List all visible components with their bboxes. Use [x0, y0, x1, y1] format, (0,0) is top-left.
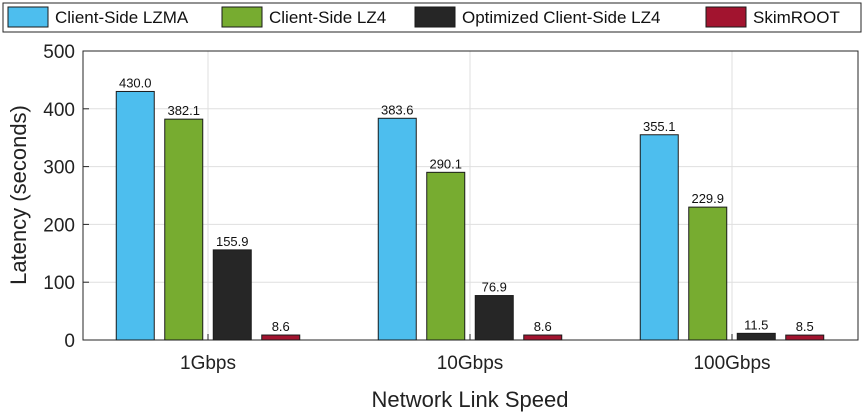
legend-label: Optimized Client-Side LZ4: [462, 8, 660, 27]
bar-skimroot-100gbps: [785, 334, 825, 341]
y-tick-label: 500: [43, 42, 75, 63]
bars: [115, 90, 825, 341]
legend-swatch: [221, 6, 263, 28]
bar-value-label: 8.6: [272, 319, 290, 334]
bar-client-side-lzma-1gbps: [115, 90, 155, 341]
bar-client-side-lzma-100gbps: [639, 134, 679, 341]
y-axis-title: Latency (seconds): [6, 105, 31, 285]
y-tick-label: 300: [43, 158, 75, 179]
y-axis-ticks: 0 100 200 300 400 500: [43, 42, 89, 352]
grid: [83, 51, 858, 340]
bar-optimized-client-side-lz4-1gbps: [212, 249, 252, 341]
bar-value-label: 383.6: [381, 102, 414, 117]
bar-value-label: 355.1: [643, 119, 676, 134]
bar-value-label: 8.5: [796, 319, 814, 334]
bar-value-label: 8.6: [534, 319, 552, 334]
bar-client-side-lzma-10gbps: [377, 117, 417, 341]
legend-label: SkimROOT: [753, 8, 840, 27]
bar-value-label: 290.1: [429, 156, 462, 171]
data-labels: 430.0 383.6 355.1 382.1 290.1 229.9 155.9 76.9 1…: [119, 75, 814, 334]
bar-skimroot-1gbps: [261, 334, 301, 341]
bar-client-side-lz4-10gbps: [426, 171, 466, 341]
bar-optimized-client-side-lz4-100gbps: [736, 332, 776, 341]
legend-swatch: [414, 6, 456, 28]
legend-swatch: [7, 6, 49, 28]
bar-value-label: 76.9: [482, 280, 507, 295]
x-tick-label: 1Gbps: [180, 353, 236, 374]
x-tick-label: 100Gbps: [693, 353, 770, 374]
bar-value-label: 382.1: [167, 103, 200, 118]
bar-value-label: 430.0: [119, 75, 152, 90]
y-tick-label: 100: [43, 273, 75, 294]
legend-swatch: [705, 6, 747, 28]
bar-client-side-lz4-100gbps: [688, 206, 728, 341]
bar-value-label: 11.5: [744, 317, 768, 332]
x-axis-ticks: 1Gbps 10Gbps 100Gbps: [180, 334, 771, 374]
legend: Client-Side LZMA Client-Side LZ4 Optimized…: [2, 2, 862, 33]
y-tick-label: 400: [43, 100, 75, 121]
x-axis-title: Network Link Speed: [372, 387, 569, 412]
legend-label: Client-Side LZ4: [269, 8, 386, 27]
bar-client-side-lz4-1gbps: [164, 118, 204, 341]
y-tick-label: 0: [64, 331, 75, 352]
bar-value-label: 229.9: [691, 191, 724, 206]
bar-value-label: 155.9: [216, 234, 249, 249]
bar-optimized-client-side-lz4-10gbps: [474, 295, 514, 341]
bar-skimroot-10gbps: [523, 334, 563, 341]
y-tick-label: 200: [43, 215, 75, 236]
legend-label: Client-Side LZMA: [55, 8, 189, 27]
x-tick-label: 10Gbps: [437, 353, 504, 374]
